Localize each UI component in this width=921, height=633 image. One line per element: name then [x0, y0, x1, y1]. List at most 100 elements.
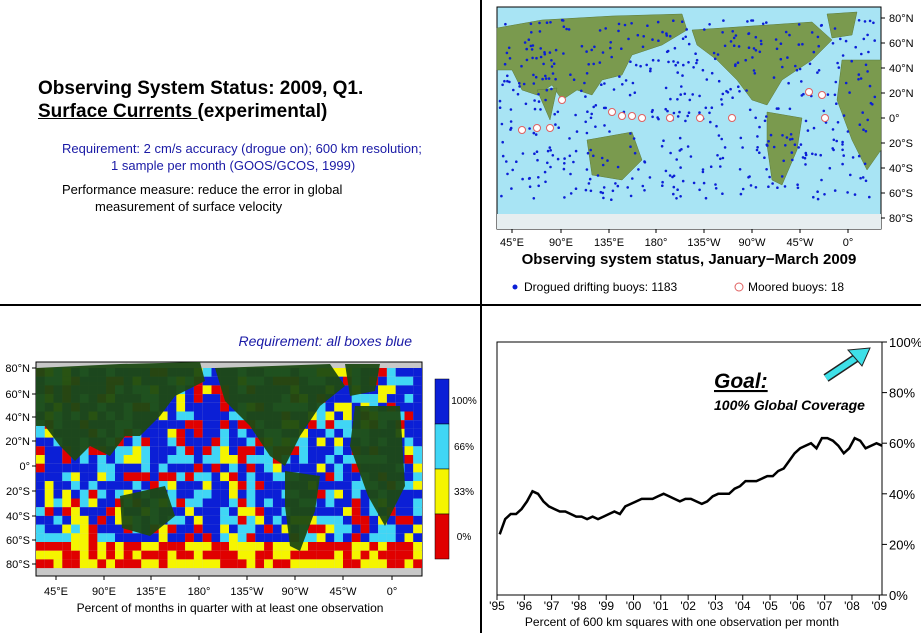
- drifting-buoy-dot: [709, 165, 713, 168]
- drifting-buoy-dot: [734, 34, 738, 37]
- coverage-cell: [88, 524, 98, 534]
- drifting-buoy-dot: [841, 143, 844, 146]
- drifting-buoy-dot: [501, 154, 505, 158]
- drifting-buoy-dot: [601, 163, 605, 167]
- subtitle-rest: (experimental): [197, 101, 328, 122]
- coverage-cell: [62, 489, 72, 499]
- drifting-buoy-dot: [848, 91, 851, 94]
- coverage-cell: [44, 428, 54, 438]
- drifting-buoy-dot: [542, 62, 545, 66]
- coverage-cell: [299, 455, 308, 464]
- coverage-cell: [115, 524, 124, 534]
- coverage-cell: [229, 437, 238, 447]
- coverage-cell: [404, 515, 414, 525]
- drifting-buoy-dot: [794, 64, 797, 68]
- buoy-lat-tick-label: 20°N: [889, 88, 914, 100]
- drifting-buoy-dot: [861, 111, 864, 114]
- coverage-cell: [246, 463, 256, 473]
- coverage-cell: [193, 481, 203, 490]
- drifting-buoy-dot: [732, 36, 736, 40]
- drifting-buoy-dot: [661, 180, 664, 184]
- coverage-cell: [351, 472, 361, 482]
- chart-x-tick-label: '07: [817, 599, 833, 613]
- chart-x-tick-label: '02: [680, 599, 696, 613]
- coverage-cell: [255, 550, 265, 560]
- coverage-cell: [150, 463, 159, 473]
- coverage-cell: [44, 463, 54, 473]
- drifting-buoy-dot: [515, 160, 518, 163]
- drifting-buoy-dot: [749, 184, 753, 187]
- chart-y-tick-label: 60%: [889, 436, 915, 451]
- buoy-lon-tick-label: 45°W: [786, 237, 814, 249]
- coverage-cell: [404, 394, 414, 403]
- drifting-buoy-dot: [785, 136, 789, 139]
- coverage-cell: [211, 420, 221, 429]
- coverage-cell: [44, 446, 54, 455]
- drifting-buoy-dot: [569, 172, 572, 176]
- drifting-buoy-dot: [594, 125, 597, 128]
- coverage-cell: [158, 559, 168, 569]
- coverage-cell: [79, 463, 89, 473]
- coverage-cell: [158, 463, 168, 473]
- drifting-buoy-dot: [826, 93, 830, 96]
- coverage-lat-tick-label: 80°N: [5, 363, 30, 375]
- coverage-cell: [413, 463, 422, 473]
- drifting-buoy-dot: [553, 112, 556, 116]
- divider-horizontal: [0, 304, 921, 306]
- drifting-buoy-dot: [866, 118, 869, 122]
- coverage-cell: [351, 463, 361, 473]
- drifting-buoy-dot: [609, 46, 612, 50]
- coverage-lon-tick-label: 135°W: [230, 586, 264, 598]
- drifting-buoy-dot: [713, 57, 717, 61]
- drifting-buoy-dot: [796, 183, 799, 186]
- coverage-cell: [176, 420, 186, 429]
- drifting-buoy-dot: [672, 185, 676, 189]
- drifting-buoy-dot: [596, 174, 600, 177]
- drifting-buoy-dot: [524, 102, 528, 106]
- drifting-buoy-dot: [537, 176, 540, 179]
- drifting-buoy-dot: [771, 182, 774, 185]
- drifting-buoy-dots: [498, 18, 877, 201]
- drifting-buoy-dot: [833, 27, 837, 30]
- coverage-cell: [272, 472, 282, 482]
- drifting-buoy-dot: [731, 96, 734, 99]
- drifting-buoy-dot: [863, 20, 867, 23]
- coverage-cell: [185, 524, 194, 534]
- coverage-cell: [167, 481, 177, 490]
- coverage-cell: [141, 428, 151, 438]
- drifting-buoy-dot: [858, 123, 862, 126]
- goal-arrow-head: [846, 347, 871, 367]
- drifting-buoy-dot: [624, 79, 628, 82]
- drifting-buoy-dot: [562, 52, 565, 55]
- coverage-cell: [123, 533, 133, 542]
- coverage-cell: [53, 498, 63, 508]
- coverage-cell: [404, 507, 414, 516]
- coverage-cell: [176, 472, 186, 482]
- coverage-cell: [150, 428, 159, 438]
- coverage-cell: [299, 437, 308, 447]
- drifting-buoy-dot: [617, 29, 620, 33]
- coverage-cell: [413, 402, 422, 412]
- coverage-cell: [378, 550, 387, 560]
- coverage-cell: [386, 368, 396, 377]
- drifting-buoy-dot: [752, 69, 756, 72]
- coverage-cell: [106, 489, 115, 499]
- coverage-cell: [150, 559, 159, 569]
- coverage-cell: [316, 437, 326, 447]
- coverage-cell: [176, 550, 186, 560]
- colorbar-label: 66%: [454, 442, 474, 453]
- coverage-cell: [176, 411, 186, 421]
- coverage-cell: [255, 463, 265, 473]
- coverage-cell: [202, 533, 212, 542]
- coverage-cell: [404, 542, 414, 551]
- drifting-buoy-dot: [775, 47, 779, 51]
- drifting-buoy-dot: [841, 54, 845, 57]
- drifting-buoy-dot: [549, 165, 552, 169]
- coverage-cell: [53, 542, 63, 551]
- coverage-cell: [185, 437, 194, 447]
- coverage-cell: [413, 446, 422, 455]
- coverage-cell: [369, 542, 379, 551]
- coverage-cell: [97, 533, 107, 542]
- coverage-cell: [272, 463, 282, 473]
- coverage-cell: [185, 420, 194, 429]
